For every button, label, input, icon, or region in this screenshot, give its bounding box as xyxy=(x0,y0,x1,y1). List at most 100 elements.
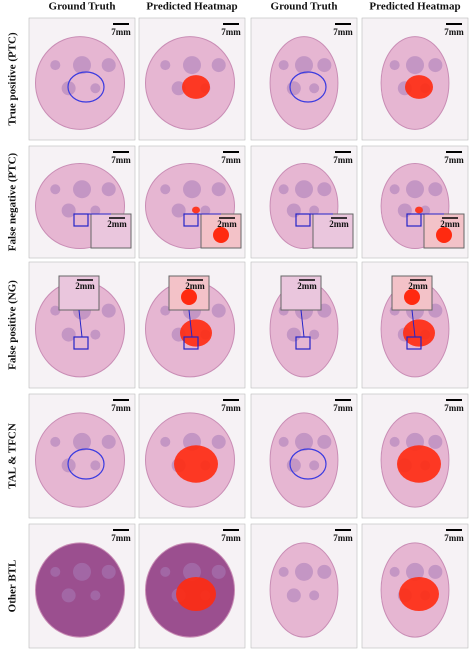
pointer-arrow xyxy=(188,309,193,338)
region-box xyxy=(183,336,199,350)
scale-label: 7mm xyxy=(111,155,131,165)
panel: 7mm xyxy=(250,17,358,141)
tissue-nodule xyxy=(420,205,431,216)
tissue-nodule xyxy=(428,58,443,73)
heatmap xyxy=(174,445,218,483)
tissue-nodule xyxy=(309,205,320,216)
column-header: Predicted Heatmap xyxy=(146,1,237,13)
tissue-nodule xyxy=(389,436,400,447)
tissue-nodule xyxy=(278,566,289,577)
heatmap xyxy=(399,577,439,611)
tissue-nodule xyxy=(160,184,171,195)
row-label: True positive (PTC) xyxy=(7,32,19,126)
tissue xyxy=(34,412,126,508)
tissue-nodule xyxy=(73,180,91,199)
tissue-nodule xyxy=(317,182,332,197)
heatmap xyxy=(192,206,200,214)
tissue-nodule xyxy=(278,184,289,195)
scale-label: 7mm xyxy=(333,403,353,413)
tissue-nodule xyxy=(278,60,289,71)
tissue-nodule xyxy=(90,205,101,216)
tissue-nodule xyxy=(101,303,116,318)
panel: 7mm 2mm xyxy=(250,145,358,259)
panel: 7mm xyxy=(138,523,246,649)
tissue-nodule xyxy=(160,436,171,447)
tissue-nodule xyxy=(295,562,313,581)
region-box xyxy=(73,213,89,227)
panel: 7mm xyxy=(138,17,246,141)
scale-label: 7mm xyxy=(111,533,131,543)
panel: 7mm xyxy=(361,393,469,519)
panel: 7mm xyxy=(250,393,358,519)
panel: 7mm xyxy=(28,17,136,141)
tissue-nodule xyxy=(61,327,76,342)
row-label: Other BTL xyxy=(7,560,19,613)
tissue-nodule xyxy=(211,58,226,73)
tissue xyxy=(269,412,339,508)
scale-label: 7mm xyxy=(221,403,241,413)
heatmap xyxy=(176,577,216,611)
inset-heatmap xyxy=(404,289,420,305)
inset xyxy=(58,275,100,311)
tissue-nodule xyxy=(101,564,116,579)
heatmap xyxy=(180,319,212,347)
inset-scale-label: 2mm xyxy=(107,219,127,229)
tissue xyxy=(269,36,339,130)
tissue-nodule xyxy=(309,329,320,340)
panel: 2mm xyxy=(361,261,469,389)
tissue-nodule xyxy=(317,58,332,73)
tissue-nodule xyxy=(309,83,320,94)
tissue-nodule xyxy=(61,588,76,603)
tissue-nodule xyxy=(50,60,61,71)
tissue-nodule xyxy=(295,432,313,451)
tissue-nodule xyxy=(183,180,201,199)
tissue xyxy=(34,542,126,638)
tissue-nodule xyxy=(90,590,101,601)
tissue-nodule xyxy=(309,460,320,471)
annotation xyxy=(289,71,327,103)
tissue-nodule xyxy=(101,434,116,449)
scale-label: 7mm xyxy=(221,27,241,37)
scale-label: 7mm xyxy=(221,533,241,543)
inset-scale-label: 2mm xyxy=(75,281,95,291)
tissue-nodule xyxy=(278,436,289,447)
tissue-nodule xyxy=(211,303,226,318)
tissue-nodule xyxy=(397,203,412,218)
column-header: Ground Truth xyxy=(49,1,116,13)
row-label: False negative (PTC) xyxy=(7,152,19,251)
tissue-nodule xyxy=(73,56,91,75)
inset-scale-label: 2mm xyxy=(185,281,205,291)
tissue-nodule xyxy=(160,60,171,71)
tissue-nodule xyxy=(406,180,424,199)
tissue-nodule xyxy=(428,434,443,449)
tissue-nodule xyxy=(50,305,61,316)
tissue-nodule xyxy=(211,182,226,197)
panel: 2mm xyxy=(250,261,358,389)
tissue-nodule xyxy=(160,305,171,316)
region-box xyxy=(295,336,311,350)
tissue-nodule xyxy=(183,56,201,75)
tissue-nodule xyxy=(317,434,332,449)
inset xyxy=(312,213,354,249)
tissue-nodule xyxy=(61,203,76,218)
panel: 7mm xyxy=(28,523,136,649)
inset xyxy=(280,275,322,311)
panel: 7mm xyxy=(361,17,469,141)
annotation xyxy=(67,71,105,103)
region-box xyxy=(406,336,422,350)
tissue-nodule xyxy=(50,436,61,447)
scale-label: 7mm xyxy=(221,155,241,165)
inset-heatmap xyxy=(181,289,197,305)
inset-scale-label: 2mm xyxy=(297,281,317,291)
tissue-nodule xyxy=(73,432,91,451)
tissue-nodule xyxy=(286,81,301,96)
tissue-nodule xyxy=(73,562,91,581)
panel: 7mm 2mm xyxy=(28,145,136,259)
tissue-nodule xyxy=(286,458,301,473)
inset-heatmap xyxy=(436,227,452,243)
panel: 7mm xyxy=(138,393,246,519)
heatmap xyxy=(405,75,433,99)
tissue-nodule xyxy=(428,182,443,197)
tissue-nodule xyxy=(171,203,186,218)
region-box xyxy=(295,213,311,227)
